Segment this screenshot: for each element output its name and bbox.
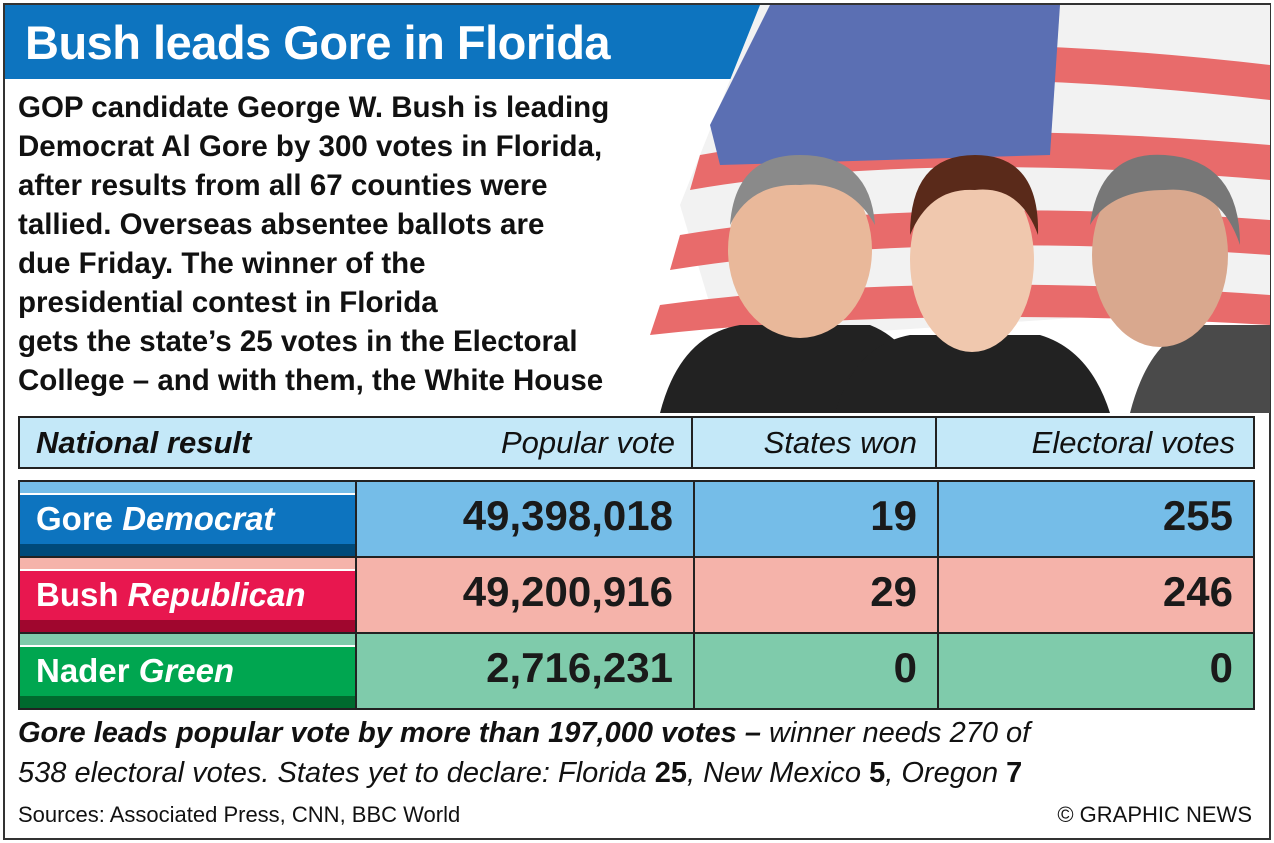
summary-text: , New Mexico [687,757,870,789]
party-name: Green [138,652,235,689]
candidate-name: Nader [36,652,130,689]
new-mexico-votes: 5 [869,757,886,789]
states-won-value: 0 [695,634,939,708]
table-row-gore: Gore Democrat 49,398,018 19 255 [20,482,1253,556]
table-row-bush: Bush Republican 49,200,916 29 246 [20,558,1253,632]
summary-text: 538 electoral votes. States yet to decla… [18,757,655,789]
flag-and-candidates-illustration [650,5,1270,413]
oregon-votes: 7 [1006,757,1023,789]
electoral-votes-value: 255 [939,482,1253,556]
nader-portrait [1090,154,1270,413]
party-name: Democrat [122,500,275,537]
header-national-result: National result [36,425,252,460]
gore-portrait [835,155,1110,413]
summary-note: Gore leads popular vote by more than 197… [18,713,1030,793]
frame [3,3,1271,840]
candidate-cell: Nader Green [20,634,357,708]
states-won-value: 29 [695,558,939,632]
states-won-value: 19 [695,482,939,556]
results-table: Gore Democrat 49,398,018 19 255 Bush Rep… [18,480,1255,710]
florida-votes: 25 [654,757,687,789]
summary-text: , Oregon [885,757,1007,789]
header-electoral-votes: Electoral votes [1031,425,1235,460]
party-name: Republican [127,576,306,613]
popular-vote-value: 49,398,018 [357,482,695,556]
electoral-votes-value: 246 [939,558,1253,632]
table-row-nader: Nader Green 2,716,231 0 0 [20,634,1253,708]
summary-bold: Gore leads popular vote by more than 197… [18,717,761,749]
candidate-cell: Bush Republican [20,558,357,632]
summary-text: winner needs 270 of [761,717,1031,749]
headline: Bush leads Gore in Florida [25,16,611,69]
table-header: National result Popular vote States won E… [18,416,1255,469]
candidate-name: Gore [36,500,114,537]
popular-vote-value: 2,716,231 [357,634,695,708]
title-bar: Bush leads Gore in Florida [5,5,765,79]
header-popular-vote: Popular vote [500,425,675,460]
header-states-won: States won [693,418,937,467]
candidate-cell: Gore Democrat [20,482,357,556]
popular-vote-value: 49,200,916 [357,558,695,632]
sources: Sources: Associated Press, CNN, BBC Worl… [18,802,461,827]
candidate-name: Bush [36,576,119,613]
electoral-votes-value: 0 [939,634,1253,708]
copyright: © GRAPHIC NEWS [1057,802,1252,827]
intro-text: GOP candidate George W. Bush is leading … [18,91,610,397]
